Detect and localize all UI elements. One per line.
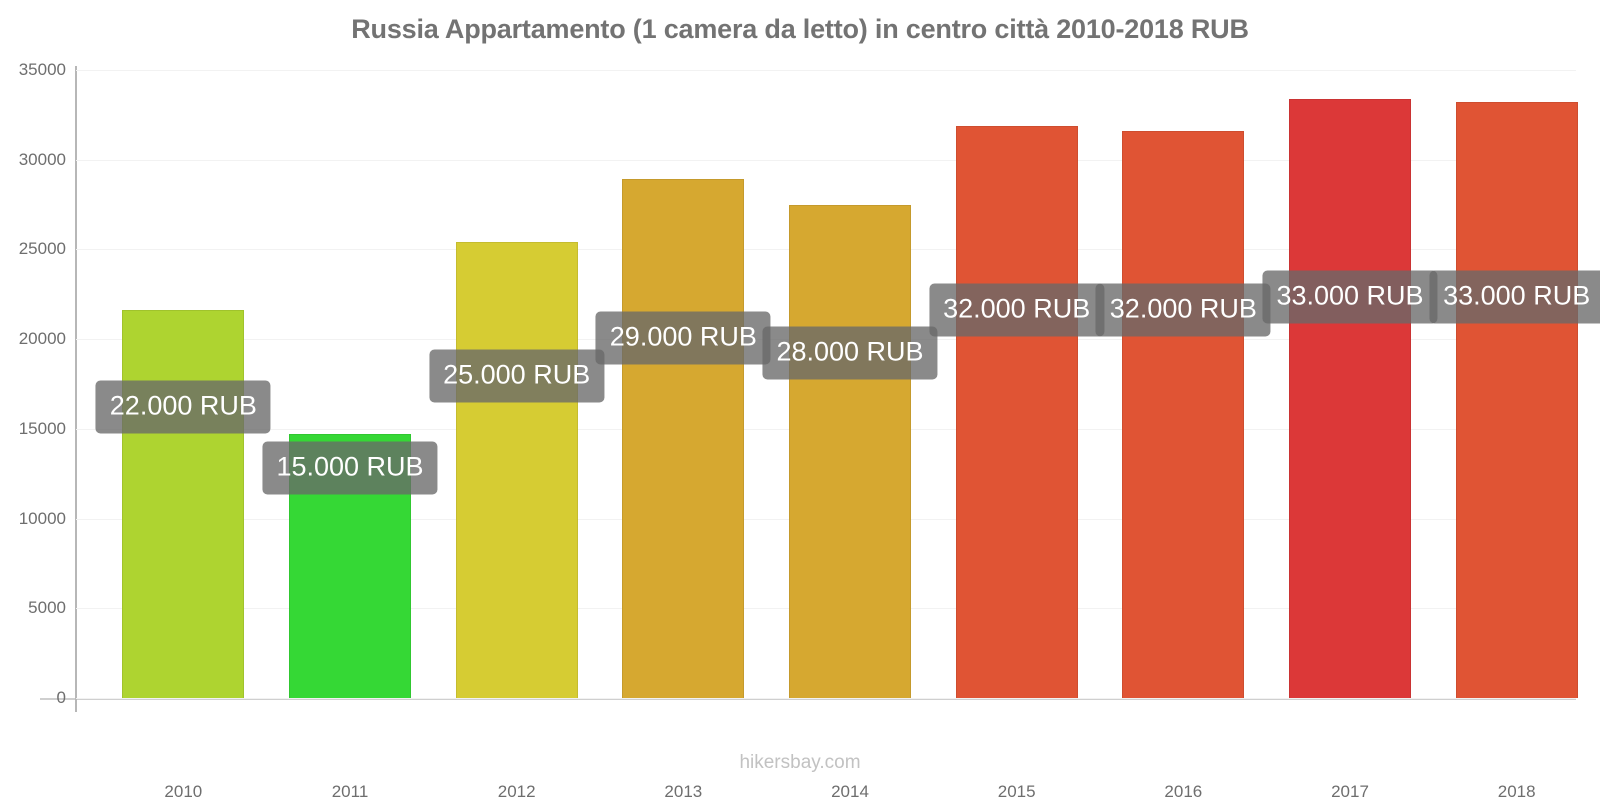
plot-area: 0 5000 10000 15000 20000 25000 30000 35000 2010… [19,60,1600,800]
bar-2014[interactable] [789,204,911,698]
x-axis-tick-label: 2010 [164,782,203,800]
value-label-2016: 32.000 RUB [1095,283,1271,337]
y-axis-tick-label: 5000 [28,598,66,618]
x-axis-tick-label: 2018 [1497,782,1536,800]
y-axis-line [75,66,77,711]
x-axis-tick-label: 2015 [997,782,1036,800]
x-axis-tick-label: 2011 [331,782,369,800]
bar-2015[interactable] [955,125,1078,698]
value-label-2010: 22.000 RUB [95,380,271,434]
source-credit: hikersbay.com [739,752,861,773]
y-axis-tick-label: 20000 [18,329,66,349]
y-axis-tick-label: 15000 [18,418,66,438]
bar-2016[interactable] [1122,131,1245,698]
value-label-2011: 15.000 RUB [262,441,438,495]
y-axis-tick-label: 35000 [18,60,66,79]
gridline [76,70,1576,71]
bar-2013[interactable] [622,179,745,698]
x-axis-tick-label: 2017 [1331,782,1369,800]
x-axis-tick-label: 2012 [497,782,536,800]
bar-2017[interactable] [1289,98,1411,698]
x-axis-tick-label: 2013 [664,782,703,800]
value-label-2012: 25.000 RUB [429,349,605,403]
value-label-2018: 33.000 RUB [1429,270,1600,324]
value-label-2014: 28.000 RUB [762,326,938,380]
y-axis-tick-label: 25000 [18,239,66,259]
x-axis-tick-label: 2014 [831,782,869,800]
gridline [76,698,1576,699]
gridline [76,159,1576,161]
y-axis-tick-label: 10000 [18,508,66,528]
page-title: Russia Appartamento (1 camera da letto) … [351,14,1249,44]
bar-2018[interactable] [1455,102,1578,698]
y-axis-tick-label: 0 [56,688,66,707]
value-label-2013: 29.000 RUB [595,311,771,365]
value-label-2015: 32.000 RUB [929,283,1105,337]
x-axis-line [40,698,1576,700]
bar-2012[interactable] [455,242,578,698]
value-label-2017: 33.000 RUB [1262,270,1438,324]
bar-2010[interactable] [122,310,245,698]
x-axis-tick-label: 2016 [1164,782,1203,800]
x-axis-origin-tick [75,698,77,712]
y-axis-tick-label: 30000 [18,149,66,169]
